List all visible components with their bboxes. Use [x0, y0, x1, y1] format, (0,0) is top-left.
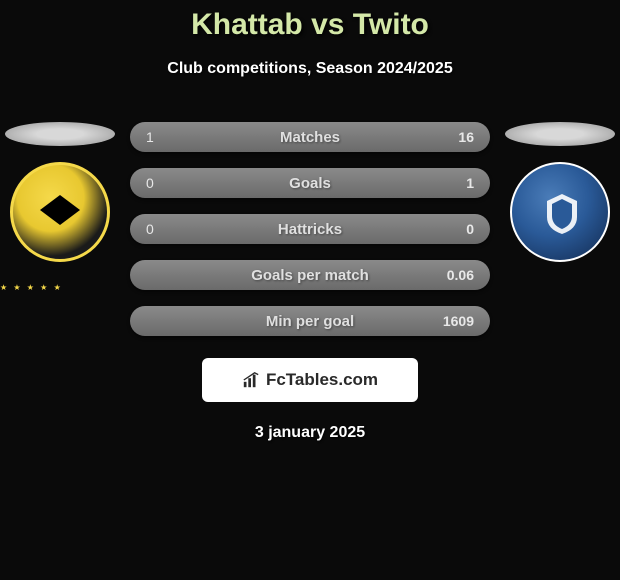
stat-left-value: 0: [146, 175, 196, 191]
stat-label: Goals: [196, 175, 424, 192]
stat-right-value: 0: [424, 221, 474, 237]
stars-icon: ★ ★ ★ ★ ★: [0, 283, 63, 292]
right-club-badge: [510, 162, 610, 262]
stat-right-value: 16: [424, 129, 474, 145]
stat-left-value: 0: [146, 221, 196, 237]
chart-icon: [242, 371, 260, 389]
brand-box: FcTables.com: [202, 358, 418, 402]
left-club-badge: [10, 162, 110, 262]
brand-label: FcTables.com: [266, 370, 378, 390]
stat-label: Matches: [196, 129, 424, 146]
stat-label: Hattricks: [196, 221, 424, 238]
stat-row: Min per goal 1609: [130, 306, 490, 336]
right-club-panel: [500, 110, 620, 278]
date-label: 3 january 2025: [0, 424, 620, 442]
stat-row: Goals per match 0.06: [130, 260, 490, 290]
right-name-pill: [505, 122, 615, 146]
stat-right-value: 1: [424, 175, 474, 191]
stat-left-value: 1: [146, 129, 196, 145]
stat-right-value: 0.06: [424, 267, 474, 283]
left-club-panel: ★ ★ ★ ★ ★: [0, 110, 120, 278]
stat-row: 0 Hattricks 0: [130, 214, 490, 244]
diamond-icon: [40, 195, 80, 225]
page-subtitle: Club competitions, Season 2024/2025: [0, 60, 620, 78]
page-title: Khattab vs Twito: [0, 0, 620, 42]
stat-label: Min per goal: [196, 313, 424, 330]
stat-row: 1 Matches 16: [130, 122, 490, 152]
shield-icon: [537, 189, 587, 239]
stats-table: 1 Matches 16 0 Goals 1 0 Hattricks 0 Goa…: [130, 122, 490, 352]
stat-row: 0 Goals 1: [130, 168, 490, 198]
left-name-pill: [5, 122, 115, 146]
stat-right-value: 1609: [424, 313, 474, 329]
stat-label: Goals per match: [196, 267, 424, 284]
